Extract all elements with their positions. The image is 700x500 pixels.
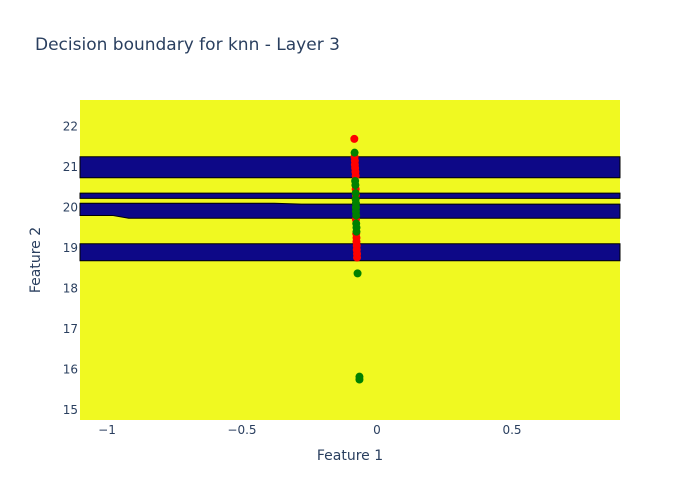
scatter-point-2-13: [353, 269, 362, 278]
scatter-point-1-1: [350, 134, 359, 143]
x-axis-title: Feature 1: [317, 448, 383, 464]
scatter-point-2-4: [351, 189, 360, 198]
boundary-region-4: [79, 243, 621, 262]
x-axis: −1 −0.5 0 0.5: [98, 423, 521, 437]
y-tick-label: 17: [63, 322, 78, 336]
scatter-point-2-3: [351, 181, 360, 190]
y-axis-title: Feature 2: [28, 227, 44, 293]
boundary-region-3: [79, 202, 621, 219]
boundary-region-1: [79, 156, 621, 179]
scatter-point-2-1: [350, 148, 359, 157]
x-tick-label: 0: [373, 423, 381, 437]
y-tick-label: 19: [63, 241, 78, 255]
scatter-point-2-15: [355, 375, 364, 384]
scatter-point-2-12: [352, 227, 361, 236]
x-tick-label: 0.5: [502, 423, 521, 437]
scatter-point-2-9: [352, 211, 361, 220]
y-tick-label: 22: [63, 119, 78, 133]
y-axis: 15 16 17 18 19 20 21 22: [63, 119, 78, 417]
boundary-region-2: [79, 192, 621, 199]
x-tick-label: −1: [98, 423, 116, 437]
y-tick-label: 15: [63, 403, 78, 417]
y-tick-label: 18: [63, 281, 78, 295]
chart-title: Decision boundary for knn - Layer 3: [35, 35, 340, 55]
x-tick-label: −0.5: [227, 423, 256, 437]
y-tick-label: 20: [63, 200, 78, 214]
plot-area: [79, 100, 621, 420]
y-tick-label: 21: [63, 160, 78, 174]
scatter-point-1-17: [353, 253, 362, 262]
y-tick-label: 16: [63, 362, 78, 376]
